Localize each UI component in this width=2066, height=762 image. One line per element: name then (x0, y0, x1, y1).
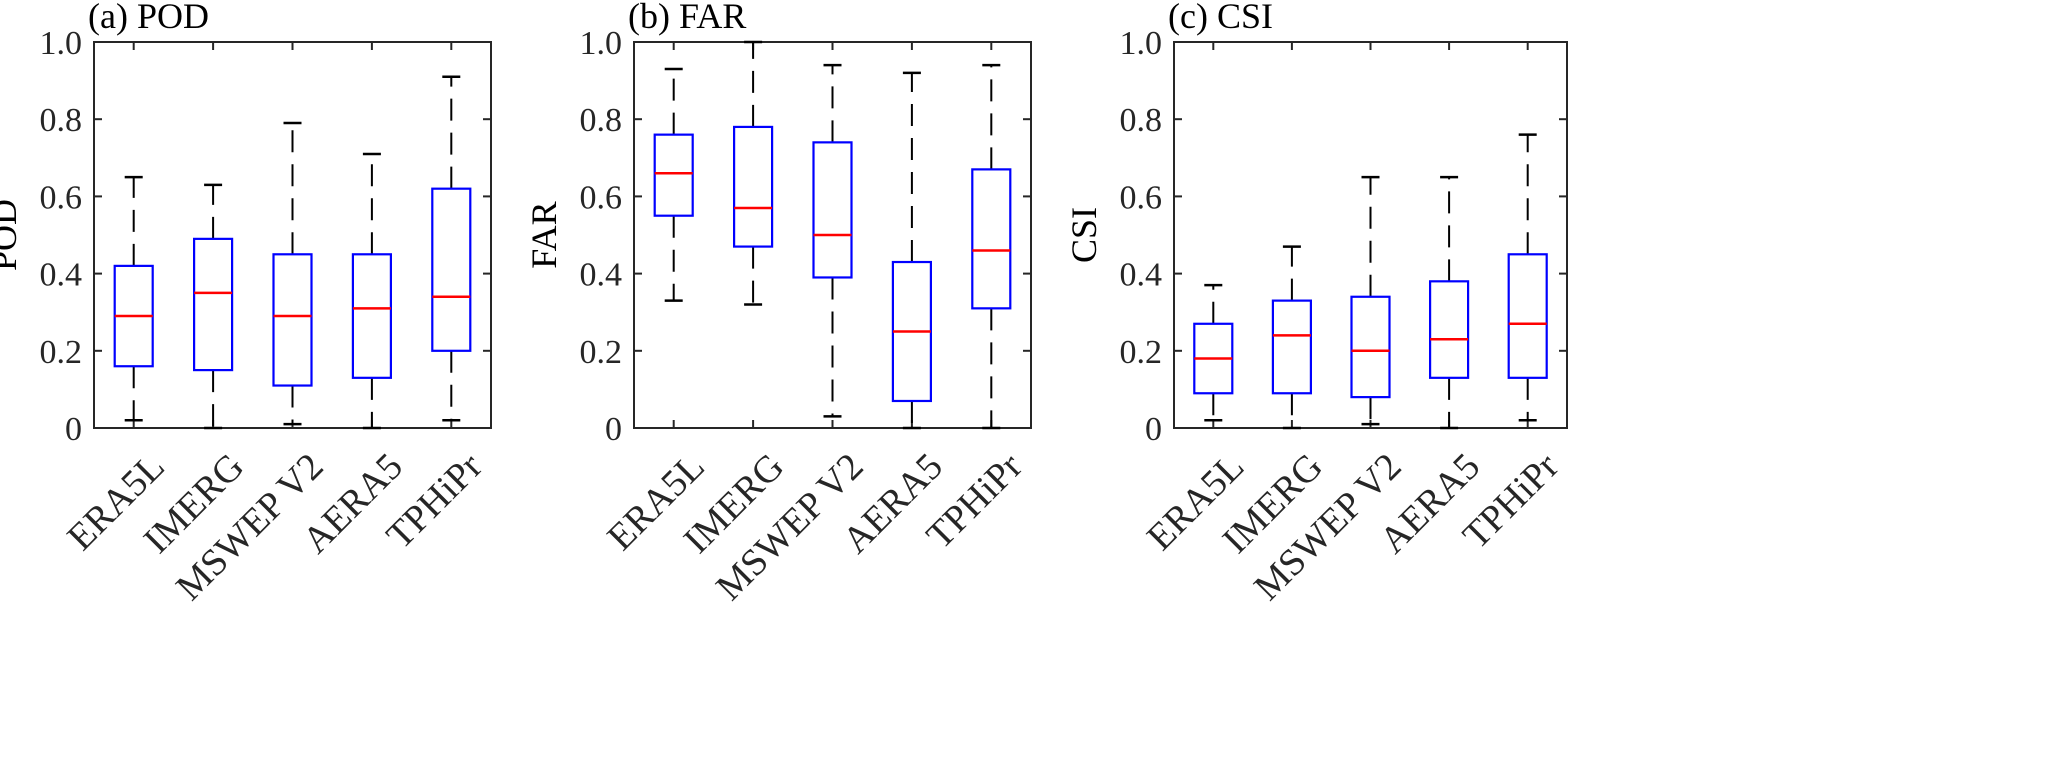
y-tick-label: 0.6 (1120, 179, 1163, 216)
y-tick-label: 0.6 (40, 179, 83, 216)
box-iqr (351, 253, 392, 379)
y-tick-label: 0.8 (580, 102, 623, 139)
box-iqr (653, 133, 694, 217)
box-iqr (1428, 280, 1470, 379)
y-tick-label: 0.4 (40, 257, 83, 294)
box-iqr (431, 187, 472, 352)
box-iqr (732, 125, 774, 248)
y-tick-label: 1.0 (40, 25, 83, 62)
y-tick-label: 0.2 (580, 334, 623, 371)
y-axis-label: CSI (1064, 207, 1104, 263)
box-iqr (1271, 299, 1313, 395)
y-axis-label: FAR (524, 201, 564, 268)
y-tick-label: 0.8 (1120, 102, 1163, 139)
panel-1: 00.20.40.60.81.0(a) PODPODERA5LIMERGMSWE… (0, 0, 492, 609)
panel-2: 00.20.40.60.81.0(b) FARFARERA5LIMERGMSWE… (524, 0, 1032, 609)
box-iqr (272, 253, 313, 387)
panel-3: 00.20.40.60.81.0(c) CSICSIERA5LIMERGMSWE… (1064, 0, 1568, 609)
y-tick-label: 1.0 (580, 25, 623, 62)
y-tick-label: 0 (1145, 411, 1162, 448)
y-tick-label: 0.6 (580, 179, 623, 216)
panel-title: (b) FAR (628, 0, 746, 36)
panel-title: (a) POD (88, 0, 209, 36)
y-tick-label: 0.2 (40, 334, 83, 371)
y-tick-label: 0 (65, 411, 82, 448)
box-iqr (971, 168, 1012, 310)
y-tick-label: 0 (605, 411, 622, 448)
y-axis-label: POD (0, 199, 24, 271)
box-iqr (193, 237, 234, 372)
box-iqr (1507, 253, 1548, 379)
panel-title: (c) CSI (1168, 0, 1273, 36)
y-tick-label: 1.0 (1120, 25, 1163, 62)
box-iqr (1350, 295, 1391, 399)
y-tick-label: 0.8 (40, 102, 83, 139)
box-iqr (812, 141, 853, 279)
y-tick-label: 0.4 (1120, 257, 1163, 294)
y-tick-label: 0.4 (580, 257, 623, 294)
y-tick-label: 0.2 (1120, 334, 1163, 371)
